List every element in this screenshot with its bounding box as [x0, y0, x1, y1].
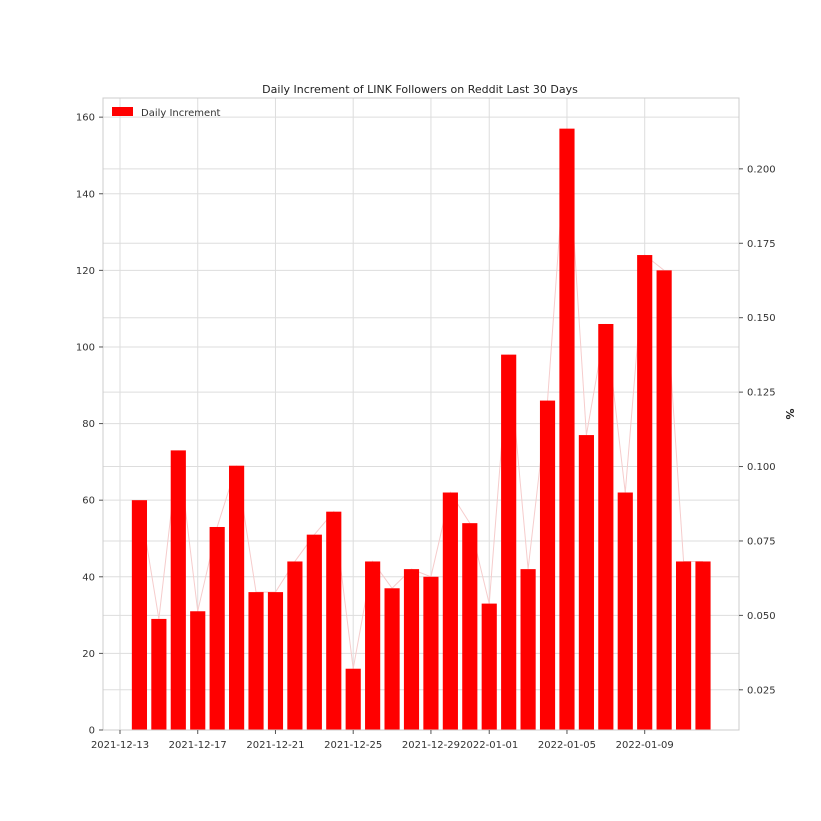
- chart-title: Daily Increment of LINK Followers on Red…: [262, 83, 578, 96]
- y-tick-label: 140: [76, 189, 95, 200]
- bar: [675, 561, 692, 730]
- y2-tick-label: 0.075: [747, 536, 776, 547]
- bar: [170, 450, 186, 730]
- y2-tick-label: 0.025: [747, 685, 776, 696]
- bar: [384, 588, 400, 730]
- bar: [267, 592, 284, 730]
- x-tick-label: 2021-12-17: [169, 740, 227, 751]
- bar: [559, 128, 575, 730]
- bar: [656, 270, 672, 730]
- bar: [306, 534, 322, 730]
- bar: [365, 561, 381, 730]
- y-tick-label: 120: [76, 266, 95, 277]
- legend: Daily Increment: [112, 107, 221, 119]
- bar: [578, 435, 594, 730]
- bar: [442, 492, 458, 730]
- y-tick-label: 20: [82, 649, 95, 660]
- y2-axis: 0.025 0.050 0.075 0.100 0.125 0.150 0.175 0.200: [739, 164, 776, 696]
- bar: [617, 492, 633, 730]
- bar: [131, 500, 148, 730]
- x-tick-label: 2022-01-05: [538, 740, 596, 751]
- bar: [345, 668, 361, 730]
- y-tick-label: 60: [82, 496, 95, 507]
- bar: [287, 561, 303, 730]
- bar: [229, 465, 245, 730]
- legend-swatch: [112, 107, 133, 116]
- x-tick-label: 2021-12-29: [402, 740, 460, 751]
- bar: [695, 561, 711, 730]
- y2-tick-label: 0.100: [747, 462, 776, 473]
- y-tick-label: 40: [82, 572, 95, 583]
- bar: [248, 592, 264, 730]
- bars: [131, 128, 711, 731]
- bar: [462, 523, 478, 730]
- x-tick-label: 2021-12-13: [91, 740, 149, 751]
- x-tick-label: 2021-12-25: [324, 740, 382, 751]
- bar: [209, 526, 225, 730]
- bar: [403, 569, 420, 730]
- x-tick-label: 2021-12-21: [246, 740, 304, 751]
- bar: [151, 618, 167, 730]
- bar: [481, 603, 497, 730]
- y-tick-label: 80: [82, 419, 95, 430]
- bar: [190, 611, 206, 730]
- x-tick-label: 2022-01-01: [460, 740, 518, 751]
- y-axis: 0 20 40 60 80 100 120 140 160: [76, 113, 103, 737]
- bar: [520, 569, 536, 730]
- y-tick-label: 0: [89, 726, 95, 737]
- bar: [598, 323, 614, 730]
- y2-tick-label: 0.050: [747, 611, 776, 622]
- bar: [326, 511, 342, 730]
- bar: [637, 255, 653, 731]
- x-axis: 2021-12-13 2021-12-17 2021-12-21 2021-12-25…: [91, 730, 674, 751]
- bar: [539, 400, 556, 730]
- x-tick-label: 2022-01-09: [616, 740, 674, 751]
- grid: [103, 98, 739, 731]
- y-tick-label: 160: [76, 113, 95, 124]
- y2-tick-label: 0.125: [747, 388, 776, 399]
- bar: [423, 576, 439, 730]
- y-tick-label: 100: [76, 342, 95, 353]
- y2-tick-label: 0.175: [747, 239, 776, 250]
- y2-tick-label: 0.200: [747, 164, 776, 175]
- y2-axis-label: %: [783, 408, 796, 419]
- y2-tick-label: 0.150: [747, 313, 776, 324]
- bar: [501, 354, 517, 730]
- plot-frame: [102, 97, 740, 731]
- legend-label: Daily Increment: [141, 108, 221, 119]
